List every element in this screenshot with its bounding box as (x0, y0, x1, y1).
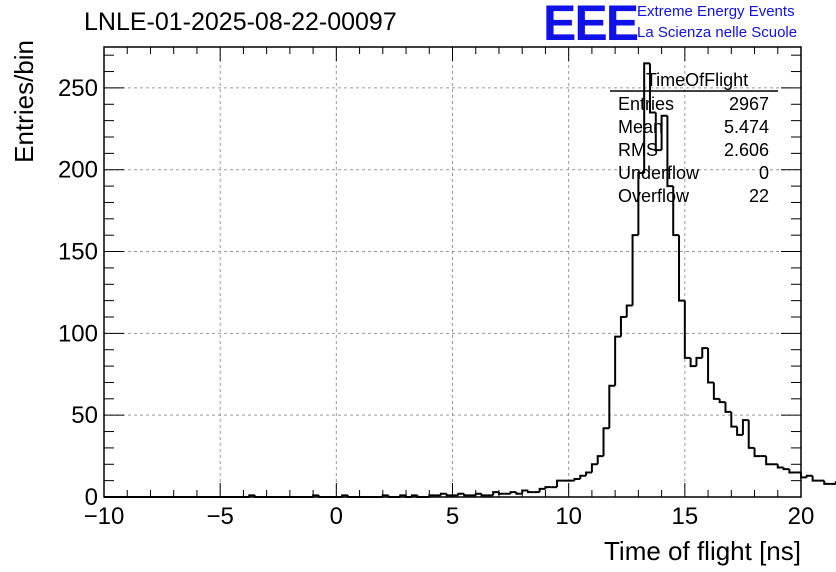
y-tick-label: 200 (58, 157, 98, 184)
stats-row-label: Mean (618, 117, 663, 137)
y-tick-label: 100 (58, 320, 98, 347)
x-tick-label: −5 (206, 503, 233, 530)
histogram-bin (497, 492, 505, 495)
histogram-bin (672, 186, 680, 237)
histogram-bin (712, 382, 720, 400)
logo-subtitle-line1: Extreme Energy Events (637, 3, 795, 20)
y-axis-title: Entries/bin (9, 40, 39, 163)
stats-row-value: 5.474 (724, 117, 769, 137)
histogram-bin (619, 316, 627, 337)
y-tick-label: 50 (71, 402, 98, 429)
histogram-bin (648, 63, 656, 114)
histogram-bin (805, 474, 813, 478)
histogram-bin (480, 493, 488, 497)
histogram-bin (724, 402, 732, 413)
histogram-bin (753, 447, 761, 458)
histogram-bin (544, 486, 552, 489)
histogram-bin (608, 384, 616, 429)
histogram-bin (695, 356, 703, 367)
y-tick-label: 0 (85, 484, 98, 511)
stats-row-value: 0 (759, 163, 769, 183)
histogram-bin (602, 427, 610, 457)
x-tick-label: −10 (84, 503, 125, 530)
histogram-bin (637, 172, 645, 236)
histogram-bin (445, 493, 453, 497)
histogram-bin (788, 469, 796, 474)
histogram-bin (625, 304, 633, 317)
histogram-bin (765, 456, 772, 466)
histogram-bin (683, 300, 691, 359)
stats-title: TimeOfFlight (646, 70, 748, 90)
x-tick-label: 10 (555, 503, 582, 530)
run-title: LNLE-01-2025-08-22-00097 (84, 8, 397, 36)
histogram-bin (643, 62, 650, 173)
x-tick-label: 15 (671, 503, 698, 530)
histogram-bin (538, 487, 546, 493)
histogram-bin (463, 493, 470, 497)
histogram-bin (782, 467, 790, 471)
histogram-bin (614, 335, 621, 386)
histogram-bin (631, 234, 639, 306)
logo-subtitle-line2: La Scienza nelle Scuole (637, 24, 798, 41)
histogram-bin (439, 492, 447, 496)
histogram-bin (707, 348, 714, 384)
stats-row-label: Overflow (618, 186, 690, 206)
histogram-bin (515, 492, 523, 495)
x-axis-title: Time of flight [ns] (604, 536, 801, 566)
stats-row-value: 22 (749, 186, 769, 206)
histogram-bin (689, 357, 697, 368)
histogram-bin (654, 112, 662, 152)
histogram-bin (457, 492, 465, 496)
histogram-bin (747, 420, 755, 449)
x-tick-label: 20 (788, 503, 815, 530)
histogram-bin (678, 235, 685, 302)
histogram-bin (579, 474, 587, 479)
histogram-bin (741, 419, 749, 435)
stats-row-value: 2.606 (724, 140, 769, 160)
stats-row-label: RMS (618, 140, 658, 160)
histogram-bin (776, 464, 784, 469)
x-tick-label: 5 (446, 503, 459, 530)
histogram-bin (823, 480, 831, 485)
histogram-bin (596, 455, 604, 465)
histogram-bin (666, 115, 674, 188)
histogram-bin (585, 471, 592, 476)
histogram-bin (509, 491, 517, 494)
eee-logo: EEE (543, 0, 639, 51)
histogram-bin (718, 398, 726, 404)
histogram-bin (590, 463, 598, 473)
x-tick-label: 0 (330, 503, 343, 530)
y-tick-label: 150 (58, 239, 98, 266)
histogram-bin (701, 347, 709, 358)
histogram-bin (573, 478, 581, 481)
histogram-bin (736, 426, 743, 436)
histogram-bin (527, 490, 534, 494)
stats-row-value: 2967 (729, 94, 769, 114)
histogram-bin (660, 114, 668, 151)
histogram-bin (811, 475, 819, 482)
stats-row-label: Underflow (618, 163, 700, 183)
histogram-bin (492, 491, 499, 496)
stats-row-label: Entries (618, 94, 674, 114)
y-tick-label: 250 (58, 75, 98, 102)
histogram-bin (730, 411, 738, 428)
histogram-bin (556, 479, 563, 488)
